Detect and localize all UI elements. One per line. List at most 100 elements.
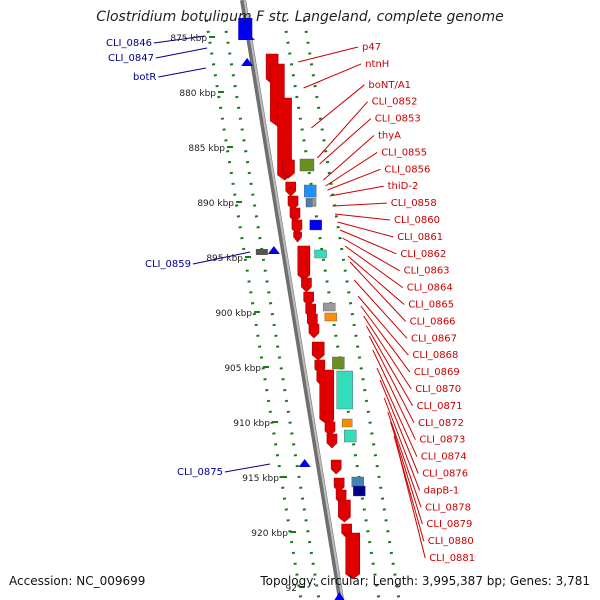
forward-gene-label: CLI_0862 bbox=[400, 249, 446, 260]
forward-gene-label: CLI_0855 bbox=[381, 147, 427, 158]
forward-label-leader bbox=[344, 245, 404, 289]
forward-label-leader bbox=[372, 349, 416, 440]
forward-label-leader bbox=[347, 255, 405, 305]
rna-feature-block bbox=[305, 198, 313, 208]
scale-label: 920 kbp bbox=[251, 529, 288, 539]
forward-gene-label: CLI_0869 bbox=[414, 367, 460, 378]
forward-gene-block bbox=[324, 421, 336, 437]
rna-feature-block bbox=[332, 356, 345, 370]
forward-gene-label: CLI_0878 bbox=[425, 502, 471, 513]
forward-gene-block bbox=[293, 231, 302, 243]
forward-label-leader bbox=[323, 135, 375, 181]
reverse-gene-label: CLI_0859 bbox=[145, 259, 191, 270]
forward-label-leader bbox=[334, 213, 391, 221]
scale-label: 900 kbp bbox=[215, 309, 252, 319]
forward-gene-label: CLI_0853 bbox=[375, 114, 421, 125]
forward-label-leader bbox=[366, 325, 414, 407]
forward-gene-label: CLI_0873 bbox=[419, 435, 465, 446]
rna-feature-block bbox=[304, 184, 317, 198]
forward-label-leader bbox=[379, 379, 419, 474]
forward-gene-label: CLI_0871 bbox=[417, 401, 463, 412]
forward-gene-label: CLI_0876 bbox=[422, 469, 468, 480]
forward-gene-label: CLI_0867 bbox=[411, 333, 457, 344]
scale-label: 915 kbp bbox=[242, 474, 279, 484]
forward-gene-label: CLI_0879 bbox=[426, 519, 472, 530]
forward-gene-block bbox=[301, 277, 312, 293]
forward-gene-label: CLI_0874 bbox=[421, 452, 467, 463]
rna-feature-block bbox=[324, 312, 338, 322]
forward-label-leader bbox=[339, 229, 397, 255]
scale-label: 885 kbp bbox=[188, 144, 225, 154]
rna-feature-block bbox=[351, 476, 365, 488]
scale-label: 910 kbp bbox=[233, 419, 270, 429]
forward-gene-block bbox=[311, 341, 325, 361]
forward-gene-label: CLI_0863 bbox=[404, 266, 450, 277]
reverse-gene-arrow bbox=[267, 246, 280, 254]
reverse-genes bbox=[238, 18, 345, 600]
pseudo-gene-block bbox=[255, 249, 268, 255]
rna-feature-block bbox=[336, 370, 353, 410]
forward-gene-block bbox=[338, 499, 351, 523]
scale-label: 890 kbp bbox=[197, 199, 234, 209]
forward-label-leader bbox=[342, 237, 400, 272]
forward-gene-label: CLI_0858 bbox=[391, 198, 437, 209]
reverse-gene-label: CLI_0847 bbox=[108, 53, 154, 64]
forward-label-leader bbox=[383, 397, 421, 491]
forward-label-leader bbox=[319, 118, 372, 165]
forward-label-leader bbox=[329, 185, 384, 197]
forward-gene-label: CLI_0880 bbox=[428, 536, 474, 547]
forward-gene-label: ntnH bbox=[365, 59, 389, 70]
forward-gene-label: CLI_0868 bbox=[412, 350, 458, 361]
scale-label: 880 kbp bbox=[179, 89, 216, 99]
scale-label: 875 kbp bbox=[170, 34, 207, 44]
forward-label-leader bbox=[396, 443, 426, 559]
forward-label-leader bbox=[337, 221, 394, 238]
forward-label-leader bbox=[387, 411, 422, 508]
forward-gene-label: CLI_0881 bbox=[429, 553, 475, 564]
forward-gene-block bbox=[282, 159, 295, 179]
rna-feature-block bbox=[309, 219, 322, 231]
forward-label-leader bbox=[327, 168, 381, 191]
scale-label: 92 bbox=[286, 584, 297, 594]
reverse-gene-label: botR bbox=[133, 72, 156, 83]
rna-feature-block bbox=[341, 418, 353, 428]
forward-label-leader bbox=[332, 202, 387, 207]
forward-label-leader bbox=[368, 335, 415, 424]
forward-label-leader bbox=[349, 261, 406, 322]
forward-gene-block bbox=[297, 245, 311, 281]
forward-gene-block bbox=[287, 195, 299, 211]
forward-label-leader bbox=[298, 46, 359, 63]
forward-gene-label: p47 bbox=[362, 42, 381, 53]
forward-gene-label: CLI_0860 bbox=[394, 215, 440, 226]
forward-label-leader bbox=[311, 84, 365, 129]
reverse-gene-arrow bbox=[241, 58, 254, 66]
reverse-label-leader bbox=[192, 251, 251, 265]
forward-gene-block bbox=[291, 219, 303, 235]
reverse-gene-arrow bbox=[334, 592, 345, 600]
forward-gene-label: boNT/A1 bbox=[368, 80, 411, 91]
rna-feature-block bbox=[344, 429, 357, 443]
forward-label-leader bbox=[363, 315, 412, 390]
forward-gene-block bbox=[330, 459, 342, 475]
forward-gene-block bbox=[308, 323, 320, 339]
forward-gene-label: CLI_0861 bbox=[397, 232, 443, 243]
reverse-label-leader bbox=[155, 47, 208, 59]
forward-gene-label: thyA bbox=[378, 131, 401, 142]
forward-label-leader bbox=[357, 295, 409, 356]
forward-gene-label: thiD-2 bbox=[388, 181, 419, 192]
forward-gene-label: CLI_0865 bbox=[408, 300, 454, 311]
genome-backbone-highlight bbox=[243, 0, 344, 600]
rna-feature-block bbox=[353, 485, 366, 497]
forward-label-leader bbox=[325, 151, 378, 187]
scale-label: 895 kbp bbox=[206, 254, 243, 264]
forward-gene-block bbox=[289, 207, 301, 223]
reverse-gene-block bbox=[238, 18, 253, 40]
reverse-gene-label: CLI_0875 bbox=[177, 467, 223, 478]
rna-feature-block bbox=[314, 249, 327, 259]
reverse-labels: CLI_0846 CLI_0847 botR CLI_0859 CLI_0875 bbox=[106, 35, 271, 478]
forward-gene-label: CLI_0866 bbox=[410, 316, 456, 327]
map-title: Clostridium botulinum F str. Langeland, … bbox=[96, 9, 504, 25]
scale-label: 905 kbp bbox=[224, 364, 261, 374]
forward-gene-label: CLI_0870 bbox=[415, 384, 461, 395]
